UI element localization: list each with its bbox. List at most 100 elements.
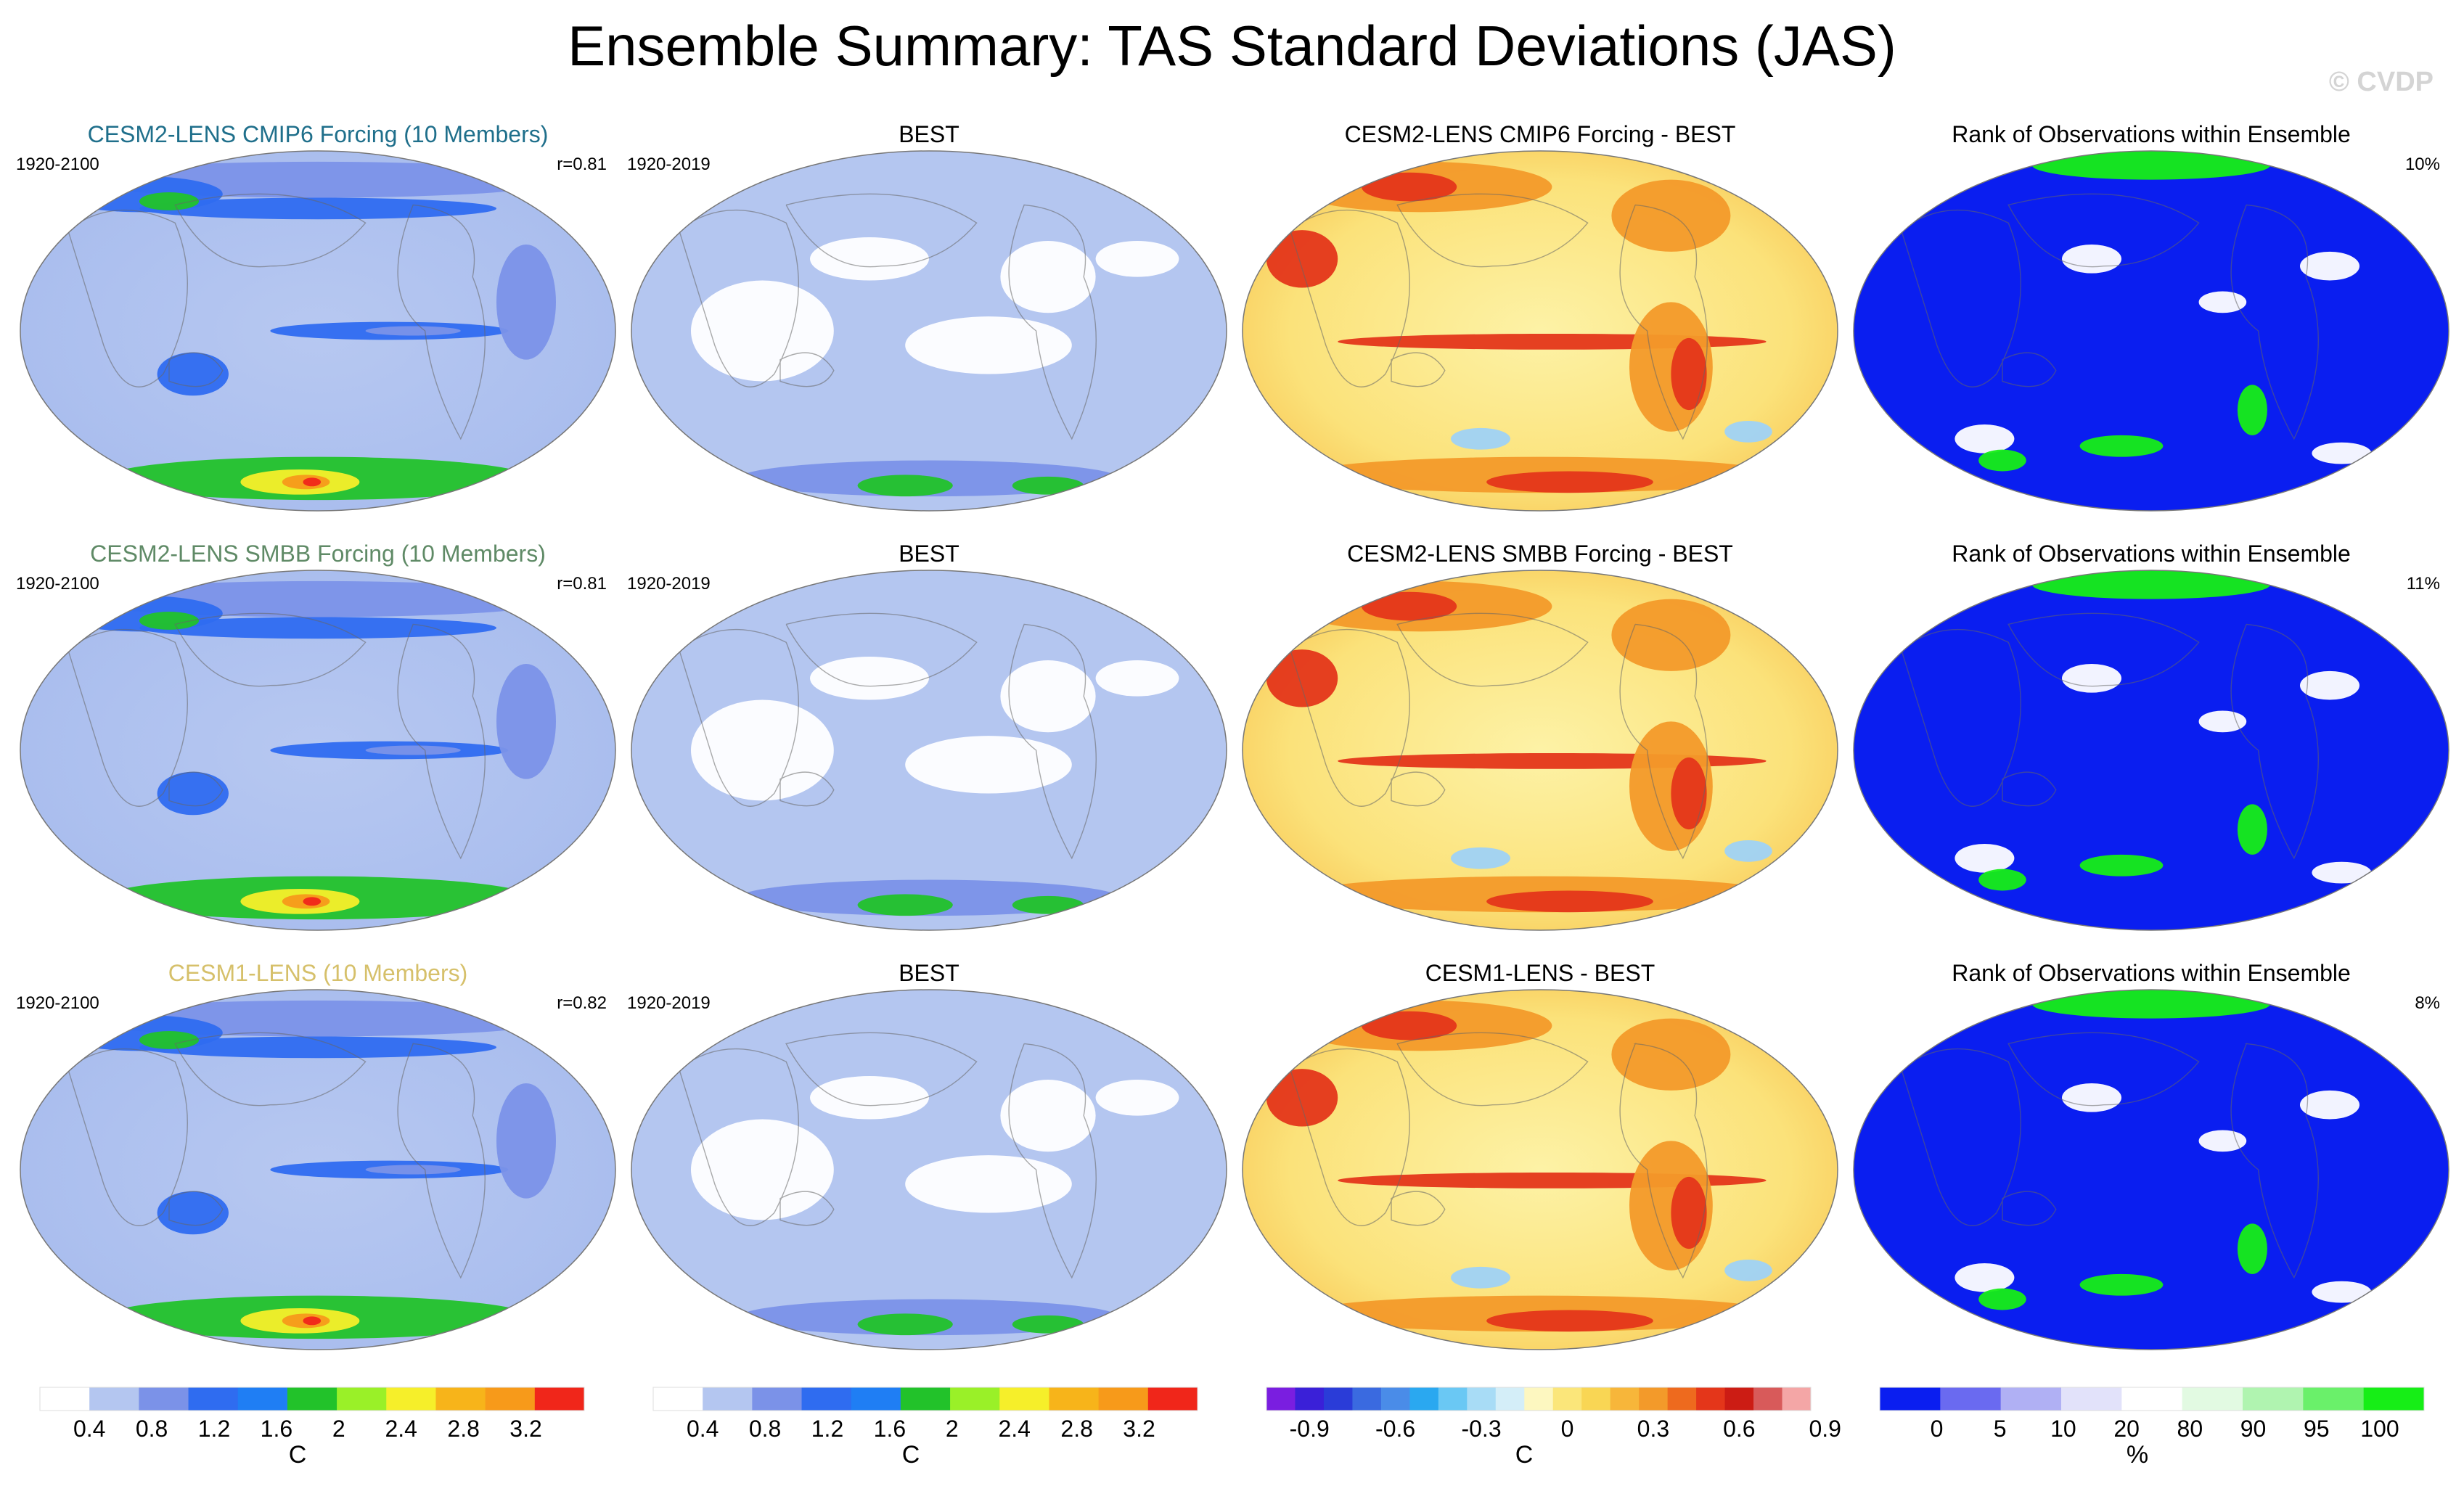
map-feature [139,612,199,630]
coast-americas [1619,204,1708,440]
colorbar-swatch [1753,1387,1783,1411]
map-feature [2300,251,2359,281]
map-border [1242,150,1838,512]
coast-africa-europe [678,628,799,807]
coast-asia [2007,612,2200,687]
colorbar-tick-label: 1.2 [198,1416,230,1442]
coast-asia [1396,612,1589,687]
coastlines [67,612,486,860]
map-feature [365,745,461,755]
colorbar-swatch [139,1387,189,1411]
colorbar-swatch [1940,1387,2002,1411]
copyright-watermark: © CVDP [2328,67,2434,97]
panel-stat-label: 8% [2415,993,2440,1013]
panel-title: BEST [899,541,959,567]
panel-stat-label: r=0.81 [557,155,607,174]
panel-period-label: 1920-2100 [16,574,99,594]
coastlines [1900,193,2319,440]
coastlines [678,193,1097,440]
map-panels: CESM2-LENS CMIP6 Forcing (10 Members) 192… [16,121,2449,1350]
map-panel: CESM2-LENS CMIP6 Forcing - BEST [1242,121,1838,512]
coast-australia [1391,1191,1446,1226]
colorbar-tick-label: 5 [1994,1416,2007,1442]
map-feature [1486,1310,1653,1332]
colorbar-swatch [287,1387,337,1411]
map-feature [857,894,953,916]
map-feature [2079,435,2164,457]
coast-australia [1391,352,1446,387]
map-feature [139,197,496,220]
colorbar-swatch [1524,1387,1554,1411]
colorbar-rank: 0 5 10 20 80 90 95 100% [1879,1387,2425,1469]
map-feature [1611,1018,1731,1091]
map-panel: BEST 1920-2019 [627,541,1227,931]
map-feature [1095,1080,1179,1116]
coast-africa-europe [1900,628,2021,807]
map-globe [1854,151,2449,511]
coast-americas [2230,623,2319,860]
panel-title: CESM2-LENS SMBB Forcing (10 Members) [90,541,546,567]
coast-australia [2002,352,2057,387]
colorbar-unit-label: % [2127,1441,2148,1469]
colorbar-tick-label: 3.2 [509,1416,541,1442]
map-feature [1978,1288,2026,1310]
map-feature [1724,840,1772,862]
map-feature [1362,1011,1457,1040]
map-features [691,1076,1179,1336]
coast-americas [1619,1043,1708,1279]
colorbar-swatch [1610,1387,1640,1411]
map-feature [905,736,1072,794]
map-feature [1611,599,1731,671]
map-feature [1724,1260,1772,1281]
colorbar-obs: 0.4 0.8 1.2 1.6 2 2.4 2.8 3.2 C [652,1387,1198,1469]
coast-asia [1396,193,1589,268]
map-feature [1362,172,1457,202]
panel-title: CESM2-LENS SMBB Forcing - BEST [1347,541,1733,567]
coast-africa-europe [1900,209,2021,387]
panel-title: CESM2-LENS CMIP6 Forcing - BEST [1345,121,1736,147]
coast-africa-europe [1289,209,1410,387]
map-feature [2312,861,2372,884]
colorbar-swatch [1409,1387,1439,1411]
colorbar-swatch [900,1387,951,1411]
map-feature [810,657,929,700]
coast-asia [785,612,978,687]
colorbar-swatch [89,1387,139,1411]
map-feature [303,477,322,487]
colorbar-swatch [653,1387,703,1411]
map-feature [1486,471,1653,493]
coastlines [67,193,486,440]
panel-period-label: 1920-2019 [627,155,711,174]
map-feature [1955,843,2015,873]
map-feature [1955,424,2015,453]
colorbar-tick-label: 1.6 [874,1416,906,1442]
colorbar-std: 0.4 0.8 1.2 1.6 2 2.4 2.8 3.2 C [39,1387,585,1469]
map-feature [2079,854,2164,877]
colorbar-swatch [1667,1387,1697,1411]
map-feature [303,1316,322,1326]
colorbar-swatch [2000,1387,2062,1411]
colorbar-swatch [386,1387,436,1411]
map-feature [157,352,229,396]
map-panel: Rank of Observations within Ensemble 11% [1853,541,2449,931]
map-feature [1671,757,1707,830]
map-feature [691,280,834,382]
coast-australia [1391,771,1446,807]
map-feature [810,1076,929,1120]
colorbar-swatch [1295,1387,1325,1411]
colorbar-swatch [1639,1387,1669,1411]
colorbar-swatch [534,1387,585,1411]
panel-period-label: 1920-2019 [627,993,711,1013]
map-panel: BEST 1920-2019 [627,960,1227,1350]
figure-title: Ensemble Summary: TAS Standard Deviation… [568,14,1896,78]
panel-title: CESM1-LENS - BEST [1425,960,1655,986]
map-feature [1095,241,1179,277]
colorbar-tick-label: 2.8 [447,1416,479,1442]
colorbar-tick-label: 1.2 [811,1416,843,1442]
colorbar-tick-label: 2.4 [385,1416,417,1442]
map-feature [1000,660,1096,733]
coast-africa-europe [678,1048,799,1226]
colorbar-swatch [1049,1387,1100,1411]
map-feature [2062,663,2121,693]
